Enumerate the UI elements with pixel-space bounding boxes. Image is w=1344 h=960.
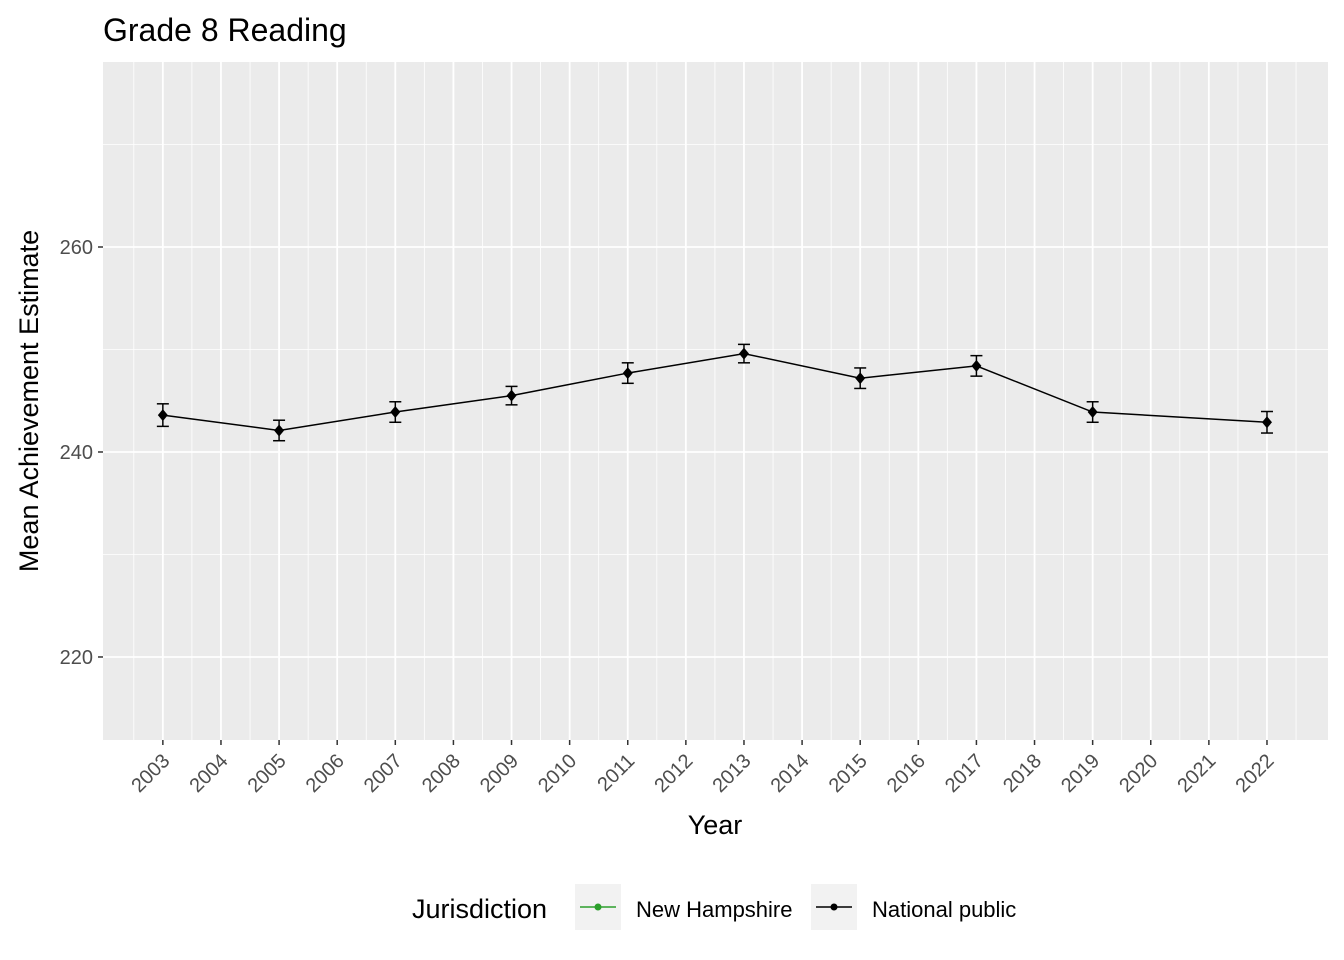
x-tick-label: 2003 (127, 750, 174, 797)
x-tick-label: 2012 (650, 750, 697, 797)
x-tick-label: 2017 (941, 750, 988, 797)
legend-title: Jurisdiction (412, 894, 547, 924)
x-tick-label: 2013 (708, 750, 755, 797)
x-tick-label: 2018 (999, 750, 1046, 797)
x-tick-label: 2022 (1231, 750, 1278, 797)
legend-label-new-hampshire: New Hampshire (636, 897, 793, 922)
x-tick-label: 2021 (1173, 750, 1220, 797)
data-point (1087, 406, 1098, 419)
legend-point-new-hampshire (594, 903, 602, 911)
x-tick-label: 2010 (534, 750, 581, 797)
plot-panel (103, 62, 1328, 740)
x-tick-label: 2006 (302, 750, 349, 797)
x-tick-label: 2015 (825, 750, 872, 797)
data-point (274, 424, 285, 437)
x-tick-label: 2008 (418, 750, 465, 797)
x-tick-label: 2009 (476, 750, 523, 797)
data-point (855, 372, 866, 385)
y-tick-label: 220 (60, 647, 93, 669)
y-tick-label: 260 (60, 237, 93, 259)
y-axis-label: Mean Achievement Estimate (14, 230, 44, 572)
x-tick-label: 2019 (1057, 750, 1104, 797)
grid (103, 62, 1328, 740)
data-point (506, 389, 517, 402)
x-axis-label: Year (688, 810, 743, 840)
marks (156, 343, 1273, 442)
chart-title: Grade 8 Reading (103, 12, 347, 48)
data-point (622, 367, 633, 380)
data-point (157, 409, 168, 422)
data-point (738, 347, 749, 360)
data-point (390, 406, 401, 419)
x-tick-label: 2020 (1115, 750, 1162, 797)
legend-point-national-public (830, 903, 838, 911)
x-tick-label: 2011 (593, 750, 639, 796)
x-tick-label: 2007 (360, 750, 407, 797)
legend: Jurisdiction New Hampshire National publ… (412, 884, 1016, 930)
x-tick-label: 2004 (185, 750, 232, 797)
x-tick-label: 2014 (767, 750, 814, 797)
x-tick-label: 2005 (244, 750, 291, 797)
x-tick-label: 2016 (883, 750, 930, 797)
data-point (1261, 416, 1272, 429)
series-line (162, 352, 1268, 432)
legend-label-national-public: National public (872, 897, 1016, 922)
data-point (971, 359, 982, 372)
y-tick-label: 240 (60, 442, 93, 464)
